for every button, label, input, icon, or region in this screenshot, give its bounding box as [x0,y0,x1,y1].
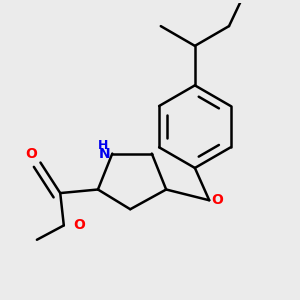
Text: N: N [99,147,110,160]
Text: O: O [211,193,223,207]
Text: O: O [25,147,37,161]
Text: O: O [73,218,85,233]
Text: H: H [98,139,109,152]
